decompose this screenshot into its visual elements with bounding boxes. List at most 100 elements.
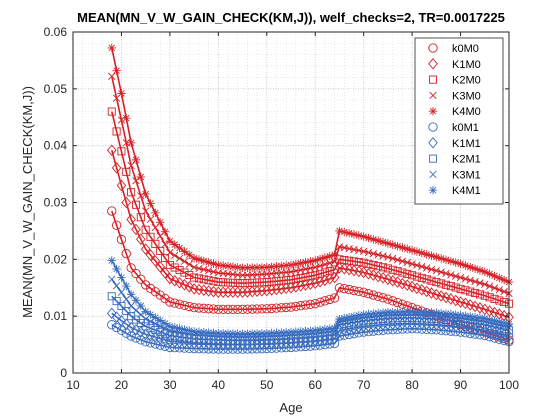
data-point-K2M0 [161, 253, 170, 262]
legend-item-K1M1: K1M1 [428, 137, 481, 150]
data-point-K2M0 [330, 265, 339, 274]
data-point-K2M0 [393, 267, 402, 276]
data-point-K2M0 [432, 278, 441, 287]
data-point-K2M0 [500, 298, 509, 307]
axis-ticks [72, 31, 510, 374]
data-point-K4M0 [180, 247, 189, 256]
data-point-K2M0 [136, 213, 145, 222]
data-point-k0M1 [126, 331, 136, 341]
data-point-K4M0 [122, 113, 131, 123]
data-point-k0M1 [368, 326, 379, 336]
data-point-K3M0 [384, 253, 392, 261]
legend-label-K4M1: K4M1 [452, 185, 481, 197]
data-point-k0M0 [281, 302, 291, 313]
data-point-K3M0 [490, 284, 499, 292]
data-point-K1M0 [136, 233, 146, 245]
data-point-K4M1 [403, 307, 412, 316]
legend-box [414, 37, 504, 205]
data-point-K1M0 [286, 282, 296, 294]
data-point-k0M0 [296, 301, 306, 311]
data-point-k0M0 [233, 304, 243, 314]
data-point-K3M0 [389, 254, 397, 263]
data-point-K4M0 [194, 255, 204, 264]
data-point-K1M1 [310, 335, 321, 347]
data-point-K1M0 [300, 279, 311, 291]
data-point-K4M1 [228, 329, 238, 338]
data-point-K1M1 [232, 338, 243, 351]
data-point-k0M1 [179, 343, 190, 353]
data-point-K2M0 [214, 278, 223, 287]
data-point-K2M0 [306, 272, 315, 281]
data-point-K4M1 [364, 309, 373, 319]
data-point-K4M1 [117, 273, 126, 282]
data-point-K2M0 [224, 278, 233, 287]
data-point-K4M0 [131, 155, 141, 165]
data-point-K2M0 [127, 188, 136, 197]
data-point-K1M0 [252, 285, 262, 298]
data-point-K1M1 [315, 334, 325, 347]
data-point-K4M0 [364, 233, 373, 243]
data-point-K3M0 [413, 261, 421, 269]
data-point-k0M0 [388, 296, 398, 306]
data-point-K3M0 [180, 257, 189, 266]
data-point-K4M0 [407, 246, 417, 255]
legend-item-k0M1: k0M1 [428, 122, 479, 134]
data-point-K4M1 [136, 301, 146, 311]
data-point-K4M1 [369, 309, 378, 318]
legend-marker-K3M1 [429, 170, 437, 179]
data-point-K4M0 [344, 228, 354, 238]
data-point-K2M0 [369, 260, 378, 270]
data-point-K4M1 [432, 308, 441, 317]
data-point-k0M0 [160, 293, 170, 304]
data-point-K2M1 [170, 332, 179, 341]
data-point-K4M1 [393, 307, 402, 317]
data-point-K4M0 [441, 255, 451, 264]
legend-label-K1M1: K1M1 [452, 138, 481, 150]
data-point-K1M0 [295, 280, 306, 292]
y-tick-label: 0.04 [44, 139, 68, 153]
data-point-k0M1 [170, 343, 180, 353]
data-point-K4M0 [369, 235, 378, 244]
data-point-K4M0 [427, 251, 436, 260]
data-point-K3M0 [379, 252, 387, 260]
x-tick-label: 10 [66, 378, 80, 392]
data-point-K2M0 [248, 278, 257, 287]
data-point-K3M0 [442, 269, 450, 278]
data-point-K4M0 [151, 208, 160, 218]
data-point-K2M0 [485, 293, 494, 302]
data-point-K4M0 [378, 237, 388, 247]
data-point-K4M1 [475, 313, 485, 322]
data-point-K4M1 [243, 329, 252, 338]
data-point-K4M0 [393, 241, 402, 251]
data-point-K1M1 [281, 337, 291, 349]
data-point-K4M1 [320, 325, 330, 334]
data-point-K3M0 [485, 282, 494, 290]
data-point-K1M0 [305, 278, 316, 290]
data-point-K4M1 [480, 314, 489, 323]
data-point-k0M0 [363, 289, 374, 299]
data-point-K1M0 [281, 282, 291, 295]
data-point-K4M1 [291, 327, 301, 336]
data-point-K2M0 [291, 274, 300, 283]
data-point-K1M0 [271, 283, 282, 296]
data-point-K4M0 [156, 218, 165, 227]
data-point-K3M0 [432, 267, 441, 275]
data-point-k0M1 [378, 325, 388, 335]
legend-item-K3M0: K3M0 [429, 90, 481, 102]
data-point-K4M1 [199, 327, 208, 337]
data-point-K3M0 [466, 276, 474, 284]
data-point-K3M0 [403, 258, 411, 267]
data-point-K1M1 [252, 338, 262, 350]
data-point-K2M0 [412, 272, 421, 281]
data-point-K2M0 [170, 263, 179, 272]
data-point-K4M0 [306, 257, 315, 266]
data-point-K4M0 [286, 260, 296, 270]
data-point-K4M1 [311, 326, 320, 335]
data-point-K4M1 [422, 308, 431, 317]
data-point-K4M1 [359, 310, 368, 319]
data-point-K1M0 [150, 255, 161, 267]
data-point-K4M1 [131, 296, 141, 305]
data-point-K4M0 [417, 248, 426, 258]
data-point-K4M0 [461, 261, 470, 270]
data-point-K1M1 [286, 337, 296, 349]
